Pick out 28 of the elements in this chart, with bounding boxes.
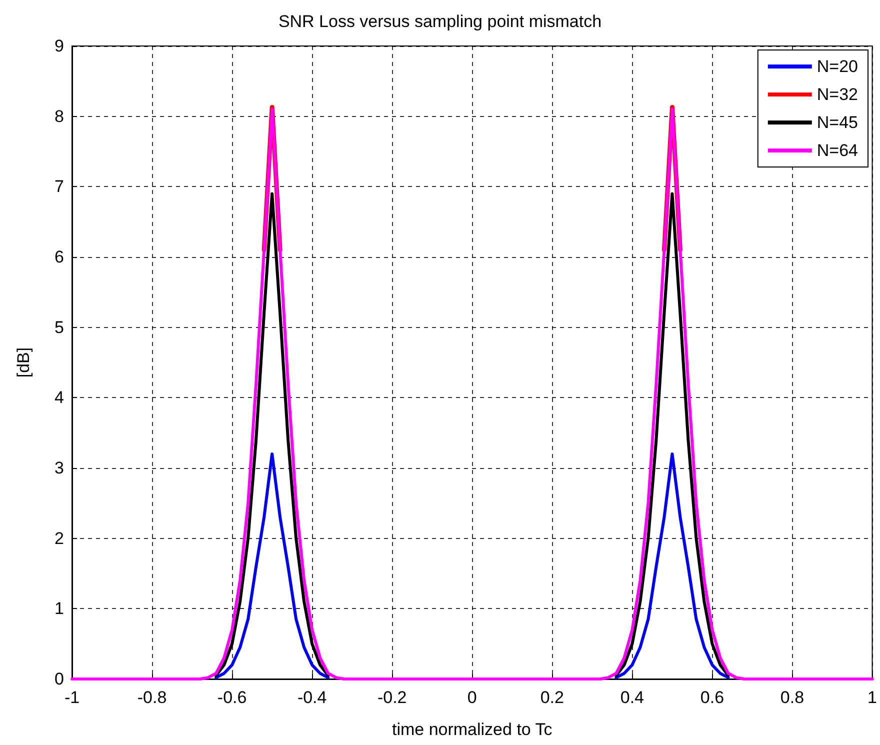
legend-label: N=45 — [816, 113, 858, 132]
x-tick-label: -0.6 — [217, 688, 247, 707]
legend-label: N=20 — [816, 57, 858, 76]
x-tick-label: -0.2 — [377, 688, 407, 707]
x-tick-label: -0.4 — [297, 688, 327, 707]
y-tick-label: 2 — [54, 528, 64, 548]
x-tick-label: -0.8 — [137, 688, 167, 707]
y-tick-label: 5 — [54, 318, 64, 337]
chart-title: SNR Loss versus sampling point mismatch — [278, 12, 602, 31]
y-tick-label: 1 — [54, 599, 64, 618]
y-tick-label: 7 — [54, 177, 64, 196]
x-tick-label: -1 — [64, 688, 80, 707]
y-tick-label: 8 — [54, 106, 64, 126]
y-tick-label: 3 — [54, 458, 64, 478]
x-tick-label: 1 — [868, 688, 878, 707]
x-tick-label: 0 — [467, 688, 477, 707]
y-tick-label: 6 — [54, 248, 64, 266]
x-tick-label: 0.8 — [780, 688, 804, 707]
x-tick-label: 0.6 — [700, 688, 724, 707]
y-tick-label: 0 — [54, 670, 64, 688]
legend-label: N=32 — [816, 85, 858, 104]
y-tick-label: 9 — [54, 36, 64, 56]
x-tick-label: 0.4 — [620, 688, 644, 707]
legend-label: N=64 — [816, 141, 858, 160]
x-axis-title: time normalized to Tc — [392, 720, 553, 739]
y-axis-title: [dB] — [14, 347, 33, 378]
x-tick-label: 0.2 — [540, 688, 564, 707]
y-tick-label: 4 — [54, 388, 64, 408]
